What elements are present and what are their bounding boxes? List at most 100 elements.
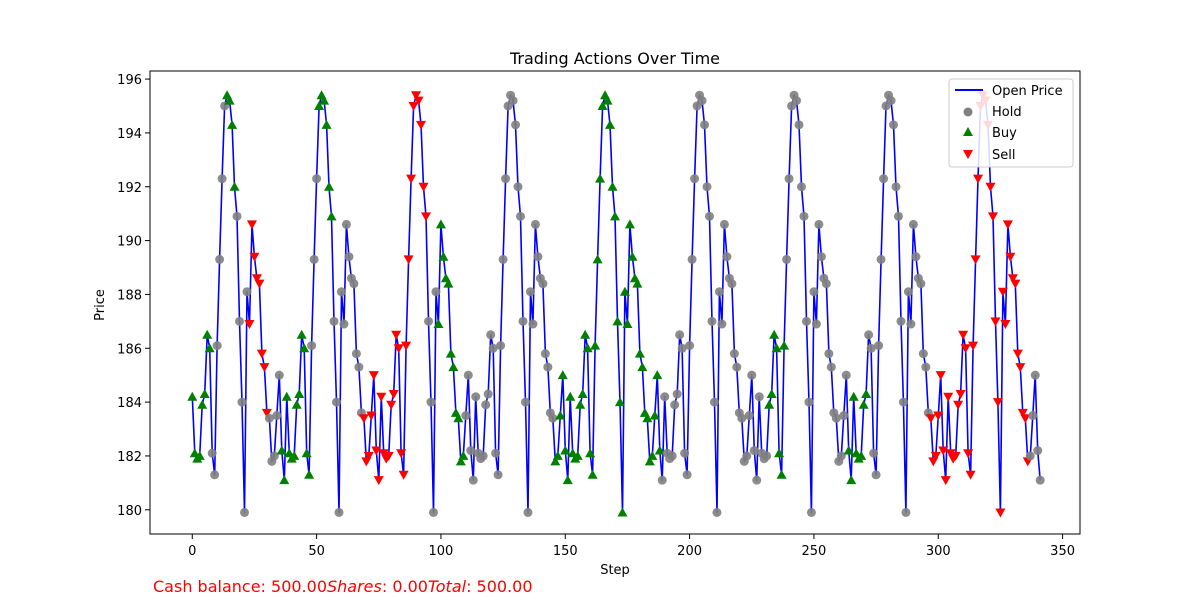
hold-marker — [232, 211, 242, 221]
buy-marker — [227, 119, 238, 129]
hold-marker — [839, 411, 849, 421]
sell-marker — [960, 344, 971, 354]
x-tick-label: 300 — [926, 544, 951, 559]
legend: Open Price Hold Buy Sell — [948, 78, 1074, 168]
sell-marker — [396, 449, 407, 459]
buy-marker — [562, 475, 573, 485]
x-tick-label: 50 — [308, 544, 325, 559]
hold-marker — [727, 279, 737, 289]
buy-marker — [590, 340, 601, 350]
buy-marker — [321, 119, 332, 129]
legend-label-buy: Buy — [992, 126, 1017, 141]
buy-marker — [595, 173, 606, 183]
y-tick-label: 188 — [117, 288, 142, 303]
hold-marker — [804, 397, 814, 407]
hold-marker — [339, 319, 349, 329]
sell-marker — [1012, 349, 1023, 359]
sell-marker — [963, 449, 974, 459]
hold-marker — [717, 319, 727, 329]
sell-marker — [955, 390, 966, 400]
hold-marker — [334, 507, 344, 517]
hold-marker — [207, 448, 217, 458]
hold-marker — [461, 411, 471, 421]
sell-marker — [391, 330, 402, 340]
sell-marker — [968, 341, 979, 351]
sell-marker — [1000, 320, 1011, 330]
buy-marker — [612, 316, 623, 326]
hold-marker — [210, 470, 220, 480]
hold-marker — [533, 252, 543, 262]
buy-marker — [194, 450, 205, 460]
buy-marker — [187, 391, 198, 401]
buy-marker — [319, 95, 330, 105]
buy-marker — [229, 181, 240, 191]
hold-marker — [657, 475, 667, 485]
sell-marker — [386, 400, 397, 410]
buy-marker — [605, 119, 616, 129]
buy-marker — [644, 456, 655, 466]
hold-marker — [491, 448, 501, 458]
hold-marker — [349, 279, 359, 289]
hold-marker — [351, 349, 361, 359]
sell-marker — [1020, 414, 1031, 424]
sell-marker — [244, 320, 255, 330]
buy-marker — [764, 399, 775, 409]
hold-marker — [886, 96, 896, 106]
buy-marker — [291, 399, 302, 409]
hold-marker — [344, 252, 354, 262]
hold-marker — [876, 254, 886, 264]
sell-marker — [925, 414, 936, 424]
hold-marker — [784, 174, 794, 184]
buy-marker — [458, 450, 469, 460]
sell-marker — [376, 392, 387, 402]
hold-marker — [239, 507, 249, 517]
sell-marker — [1007, 274, 1018, 284]
buy-marker — [856, 450, 867, 460]
buy-marker — [617, 507, 628, 517]
hold-marker — [341, 219, 351, 229]
total-label: Total — [427, 577, 467, 596]
x-axis-label: Step — [600, 563, 630, 578]
hold-marker — [520, 397, 530, 407]
hold-marker — [799, 211, 809, 221]
hold-marker — [685, 341, 695, 351]
plot-frame — [149, 70, 1081, 535]
buy-marker — [324, 181, 335, 191]
hold-marker — [702, 182, 712, 192]
sell-marker — [997, 287, 1008, 297]
buy-marker — [552, 450, 563, 460]
buy-marker — [560, 445, 571, 455]
hold-marker — [719, 219, 729, 229]
chart-title: Trading Actions Over Time — [509, 49, 720, 68]
buy-marker — [848, 391, 859, 401]
hold-marker — [821, 279, 831, 289]
buy-marker — [304, 469, 315, 479]
buy-marker — [438, 251, 449, 261]
hold-marker — [483, 389, 493, 399]
sell-marker — [1002, 220, 1013, 230]
buy-marker — [624, 219, 635, 229]
buy-marker — [197, 399, 208, 409]
hold-marker — [898, 397, 908, 407]
hold-marker — [525, 287, 535, 297]
x-tick-label: 350 — [1050, 544, 1075, 559]
hold-marker — [762, 451, 772, 461]
hold-marker — [749, 446, 759, 456]
hold-marker — [869, 448, 879, 458]
buy-marker — [294, 389, 305, 399]
hold-marker — [1025, 451, 1035, 461]
hold-marker — [431, 287, 441, 297]
sell-marker — [388, 390, 399, 400]
hold-marker — [811, 319, 821, 329]
hold-marker — [1033, 446, 1043, 456]
sell-marker — [985, 182, 996, 192]
buy-marker — [634, 348, 645, 358]
hold-marker — [826, 362, 836, 372]
buy-marker — [326, 211, 337, 221]
sell-marker — [254, 279, 265, 289]
hold-marker — [471, 392, 481, 402]
hold-marker — [712, 507, 722, 517]
buy-marker — [565, 391, 576, 401]
hold-marker — [893, 211, 903, 221]
hold-marker — [682, 470, 692, 480]
